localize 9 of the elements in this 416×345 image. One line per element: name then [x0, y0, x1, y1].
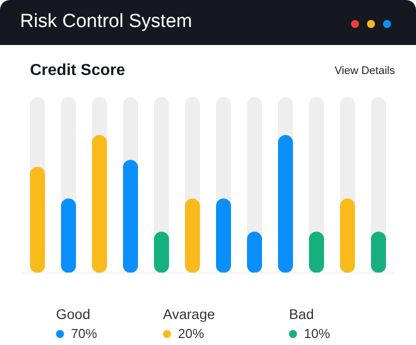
- text: View Details: [334, 65, 395, 77]
- chart-title: Risk Control System: [20, 11, 192, 33]
- data-label: 20%: [178, 326, 204, 341]
- chart-subtitle: Credit Score: [30, 62, 126, 80]
- category-label: Avarage: [163, 306, 216, 324]
- data-label: 10%: [304, 326, 330, 341]
- category-label: Bad: [289, 306, 315, 324]
- category-label: Good: [56, 306, 92, 324]
- data-label: 70%: [71, 326, 98, 341]
